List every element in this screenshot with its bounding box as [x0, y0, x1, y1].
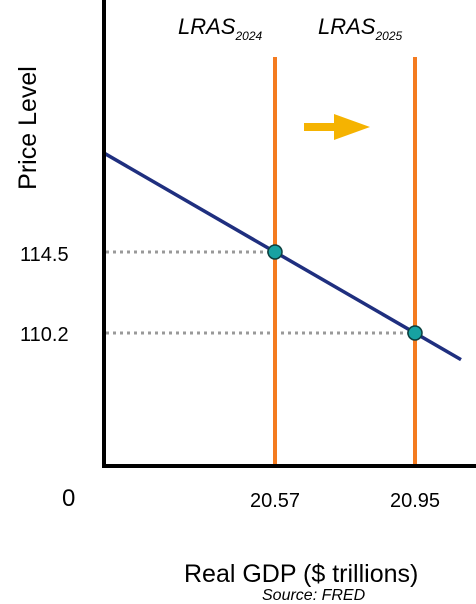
y-axis-title-group: Price Level: [14, 66, 42, 190]
x-axis-title: Real GDP ($ trillions): [184, 560, 418, 588]
y-axis-title: Price Level: [14, 66, 42, 190]
y-tick-label-1: 114.5: [20, 244, 69, 266]
lras-2025-label: LRAS2025: [318, 14, 403, 43]
shift-arrow-head: [334, 114, 370, 140]
lras-2024-label: LRAS2024: [178, 14, 263, 43]
x-tick-label-2: 20.95: [390, 490, 440, 512]
shift-arrow: [304, 114, 370, 140]
equilibrium-point-1: [267, 244, 283, 260]
y-tick-label-2: 110.2: [20, 324, 69, 346]
equilibrium-point-2: [407, 325, 423, 341]
aggregate-demand-curve: [103, 151, 462, 362]
origin-label: 0: [62, 485, 75, 512]
source-note: Source: FRED: [262, 587, 366, 604]
x-tick-label-1: 20.57: [250, 490, 300, 512]
